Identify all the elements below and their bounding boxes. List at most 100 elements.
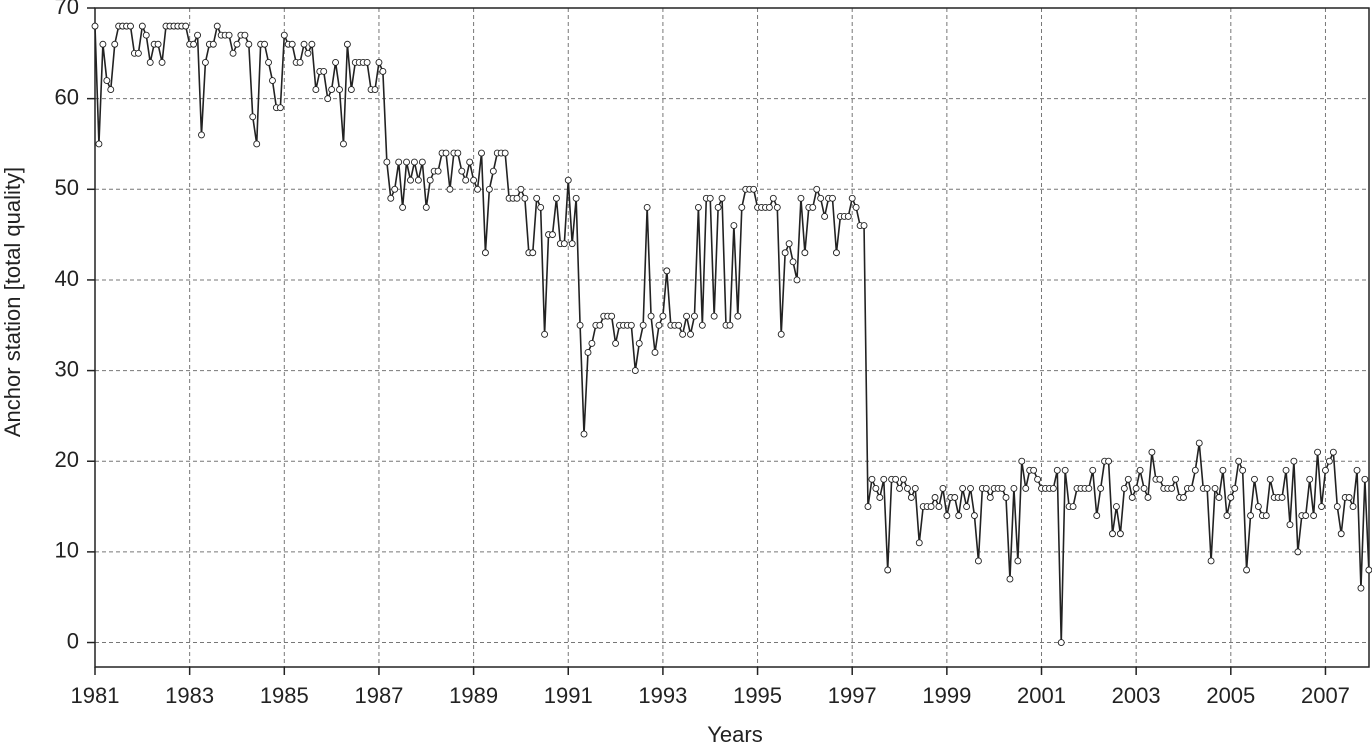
data-point xyxy=(1239,466,1247,474)
data-point xyxy=(134,49,142,57)
data-point xyxy=(103,77,111,84)
data-point xyxy=(1349,503,1357,511)
data-point xyxy=(265,58,272,66)
data-point xyxy=(552,194,560,202)
data-point xyxy=(245,40,253,48)
data-point xyxy=(1014,557,1022,565)
data-point xyxy=(478,149,485,157)
plot-frame xyxy=(94,7,1370,668)
data-point xyxy=(462,176,470,184)
data-point xyxy=(442,149,450,157)
x-axis-label: Years xyxy=(707,722,762,746)
data-line xyxy=(94,23,1370,643)
data-point xyxy=(1069,503,1077,511)
data-point xyxy=(407,176,414,184)
data-point xyxy=(1148,448,1156,456)
data-point xyxy=(529,249,537,257)
data-point xyxy=(1116,530,1124,538)
data-point xyxy=(537,203,545,211)
data-point xyxy=(1302,512,1310,520)
x-tick-label: 1995 xyxy=(733,683,782,708)
data-point xyxy=(336,86,343,94)
data-point xyxy=(974,557,982,565)
data-point xyxy=(434,167,442,175)
x-tick-label: 2007 xyxy=(1301,683,1350,708)
data-point xyxy=(154,40,162,48)
data-point xyxy=(1318,503,1325,511)
data-point xyxy=(458,167,466,175)
data-point xyxy=(1034,475,1042,483)
data-point xyxy=(1223,512,1231,520)
data-point xyxy=(1191,466,1199,474)
x-tick-label: 2001 xyxy=(1017,683,1066,708)
data-point xyxy=(781,249,789,257)
data-point xyxy=(1365,566,1372,574)
data-point xyxy=(773,203,781,211)
data-point xyxy=(963,503,971,511)
data-point xyxy=(1140,484,1148,492)
data-point xyxy=(127,22,134,30)
data-point xyxy=(533,194,541,202)
data-point xyxy=(95,140,103,148)
data-point xyxy=(324,95,332,103)
data-point xyxy=(1278,494,1286,501)
data-point xyxy=(568,240,576,248)
data-point xyxy=(631,367,639,375)
data-point xyxy=(410,158,418,166)
data-point xyxy=(225,31,233,39)
data-point xyxy=(541,330,549,338)
x-tick-label: 1981 xyxy=(71,683,120,708)
data-point xyxy=(967,484,974,492)
data-point xyxy=(789,258,797,266)
data-point xyxy=(797,194,805,202)
data-point xyxy=(864,503,872,511)
data-point xyxy=(1187,484,1195,492)
data-point xyxy=(343,40,351,48)
data-point xyxy=(371,86,379,94)
data-point xyxy=(241,31,249,39)
data-point xyxy=(635,339,643,347)
data-point xyxy=(647,312,655,320)
x-tick-label: 2005 xyxy=(1206,683,1255,708)
x-tick-label: 2003 xyxy=(1112,683,1161,708)
data-point xyxy=(572,194,580,202)
data-point xyxy=(675,321,683,329)
data-point xyxy=(900,475,907,483)
data-point xyxy=(138,22,146,30)
data-point xyxy=(1357,584,1365,592)
data-point xyxy=(1325,457,1333,465)
data-point xyxy=(832,249,840,257)
data-point xyxy=(1235,457,1243,465)
data-point xyxy=(588,339,596,347)
data-point xyxy=(817,194,825,202)
data-point xyxy=(1128,494,1136,501)
data-point xyxy=(481,249,489,257)
data-point xyxy=(821,213,829,220)
data-point xyxy=(1251,475,1258,483)
data-point xyxy=(915,539,923,547)
data-point xyxy=(1089,466,1097,474)
data-point xyxy=(1211,484,1219,492)
data-point xyxy=(1010,484,1018,492)
data-point xyxy=(844,213,852,220)
data-point xyxy=(1286,521,1294,529)
data-point xyxy=(679,330,687,338)
data-point xyxy=(99,40,107,48)
y-tick-label: 20 xyxy=(55,447,79,472)
data-point xyxy=(698,321,706,329)
data-point xyxy=(876,494,884,501)
data-point xyxy=(1290,457,1298,465)
data-point xyxy=(312,86,320,94)
data-point xyxy=(158,58,166,66)
data-point xyxy=(549,231,556,239)
data-point xyxy=(1361,475,1369,483)
data-point xyxy=(1097,484,1105,492)
data-point xyxy=(694,203,702,211)
x-tick-label: 1999 xyxy=(922,683,971,708)
data-point xyxy=(1168,484,1176,492)
data-point xyxy=(907,494,915,501)
data-point xyxy=(340,140,347,148)
data-point xyxy=(765,203,773,211)
data-point xyxy=(446,185,454,193)
data-point xyxy=(253,140,261,148)
